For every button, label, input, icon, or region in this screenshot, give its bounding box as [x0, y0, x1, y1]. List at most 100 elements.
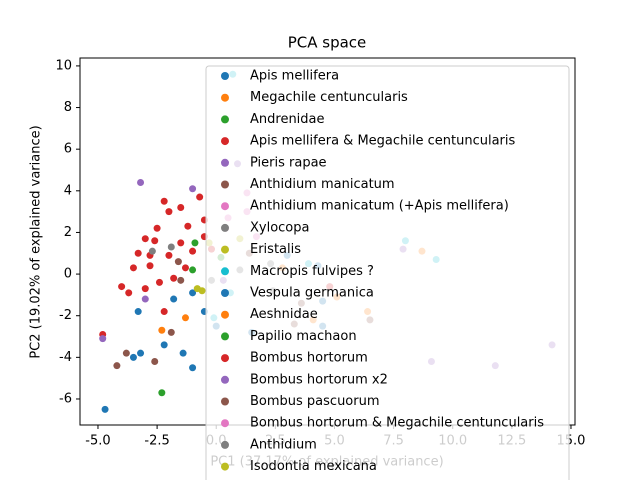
data-point	[118, 283, 126, 291]
y-axis-label: PC2 (19.02% of explained variance)	[29, 125, 44, 358]
data-point	[198, 287, 206, 295]
legend-marker	[221, 462, 229, 471]
y-tick-label: -2	[59, 308, 72, 323]
data-point	[141, 295, 149, 303]
legend-marker	[221, 267, 229, 276]
data-point	[134, 249, 142, 257]
data-point	[181, 264, 189, 272]
data-point	[137, 349, 145, 357]
data-point	[165, 208, 173, 216]
legend-marker	[221, 397, 229, 406]
data-point	[170, 295, 178, 303]
data-point	[113, 362, 121, 370]
data-point	[160, 341, 168, 349]
legend-marker	[221, 289, 229, 297]
legend-marker	[221, 180, 229, 189]
legend-marker	[221, 137, 229, 146]
legend-label: Anthidium	[250, 437, 317, 452]
legend-marker	[221, 245, 229, 254]
legend-label: Eristalis	[250, 242, 301, 257]
data-point	[196, 193, 204, 201]
legend-label: Macropis fulvipes ?	[250, 264, 374, 279]
y-tick-label: 0	[64, 267, 72, 282]
data-point	[148, 247, 156, 255]
data-point	[177, 239, 185, 247]
data-point	[158, 326, 166, 334]
legend-label: Andrenidae	[250, 112, 325, 127]
data-point	[160, 308, 168, 316]
data-point	[146, 262, 154, 270]
data-point	[153, 224, 161, 232]
y-tick-label: 2	[64, 225, 72, 240]
legend-label: Xylocopa	[250, 220, 309, 235]
data-point	[184, 222, 192, 230]
x-tick-label: -2.5	[144, 434, 169, 449]
data-point	[167, 328, 175, 336]
legend-label: Megachile centuncularis	[250, 90, 408, 105]
data-point	[174, 258, 182, 266]
y-tick-label: 6	[64, 142, 72, 157]
data-point	[155, 278, 163, 286]
data-point	[158, 389, 166, 397]
data-point	[101, 405, 109, 413]
data-point	[129, 353, 137, 361]
legend-label: Bombus hortorum x2	[250, 372, 388, 387]
data-point	[141, 235, 149, 243]
legend-marker	[221, 375, 229, 384]
legend-box	[205, 65, 570, 480]
data-point	[122, 349, 130, 357]
data-point	[189, 247, 197, 255]
data-point	[137, 178, 145, 186]
legend-marker	[221, 93, 229, 102]
y-tick-label: -6	[59, 391, 72, 406]
legend-label: Pieris rapae	[250, 155, 327, 170]
legend-marker	[221, 202, 229, 211]
data-point	[129, 264, 137, 272]
data-point	[125, 289, 133, 297]
data-point	[189, 266, 197, 274]
legend-marker	[221, 223, 229, 232]
legend-label: Apis mellifera & Megachile centuncularis	[250, 134, 516, 149]
data-point	[141, 285, 149, 293]
chart-title: PCA space	[288, 34, 367, 52]
legend-marker	[221, 310, 229, 319]
x-tick-label: -5.0	[85, 434, 110, 449]
legend-label: Vespula germanica	[250, 286, 374, 301]
data-point	[160, 197, 168, 205]
data-point	[134, 308, 142, 316]
data-point	[177, 276, 185, 284]
data-point	[177, 203, 185, 211]
legend-marker	[221, 158, 229, 167]
data-point	[189, 289, 197, 297]
data-point	[189, 364, 197, 372]
legend-label: Bombus hortorum	[250, 351, 368, 366]
legend-marker	[221, 440, 229, 449]
y-tick-label: -4	[59, 350, 72, 365]
data-point	[165, 251, 173, 259]
data-point	[167, 243, 175, 251]
legend-marker	[221, 419, 229, 428]
legend-marker	[221, 115, 229, 124]
data-point	[191, 239, 199, 247]
data-point	[179, 349, 187, 357]
legend-label: Aeshnidae	[250, 307, 318, 322]
data-point	[189, 185, 197, 193]
legend-marker	[221, 354, 229, 363]
y-tick-label: 4	[64, 183, 72, 198]
legend-label: Anthidium manicatum	[250, 177, 395, 192]
data-point	[151, 358, 159, 366]
legend-marker	[221, 72, 229, 80]
legend-label: Anthidium manicatum (+Apis mellifera)	[250, 199, 509, 214]
data-point	[99, 335, 107, 343]
legend-marker	[221, 332, 229, 341]
data-point	[181, 314, 189, 322]
legend-label: Isodontia mexicana	[250, 459, 377, 474]
data-point	[151, 237, 159, 245]
y-tick-label: 10	[55, 58, 72, 73]
data-point	[170, 274, 178, 282]
legend-label: Bombus hortorum & Megachile centunculari…	[250, 416, 544, 431]
legend-label: Bombus pascuorum	[250, 394, 380, 409]
y-tick-label: 8	[64, 100, 72, 115]
legend-label: Apis mellifera	[250, 69, 339, 84]
